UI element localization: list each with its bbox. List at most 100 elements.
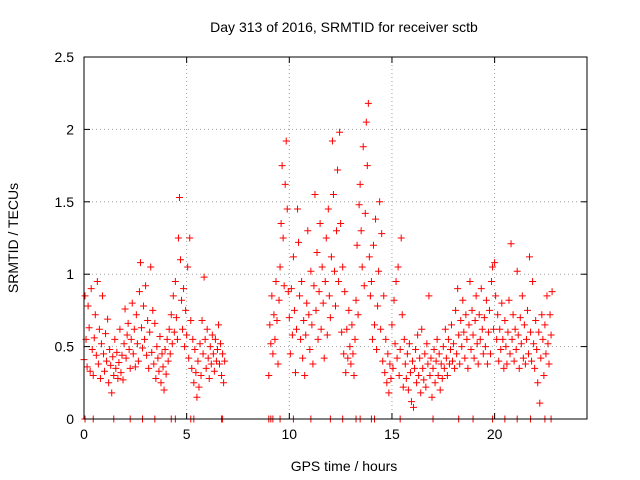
data-point	[418, 325, 426, 333]
data-point	[465, 321, 473, 329]
x-tick-label: 5	[183, 426, 191, 442]
data-point	[406, 369, 414, 377]
data-point	[356, 180, 364, 188]
data-point	[382, 335, 390, 343]
data-point	[532, 317, 540, 325]
data-point	[193, 393, 201, 401]
data-point	[278, 162, 286, 170]
x-tick-label: 10	[282, 426, 298, 442]
data-point	[508, 335, 516, 343]
axis-ticks	[83, 56, 587, 420]
data-point	[103, 357, 111, 365]
data-point	[346, 343, 354, 351]
data-point	[504, 328, 512, 336]
data-point	[518, 292, 526, 300]
data-point	[519, 354, 527, 362]
data-point	[282, 137, 290, 145]
data-point	[466, 277, 474, 285]
data-point	[202, 364, 210, 372]
data-point	[122, 354, 130, 362]
data-point	[94, 360, 102, 368]
data-point	[300, 317, 308, 325]
data-point	[512, 345, 520, 353]
data-point	[462, 311, 470, 319]
data-point	[433, 335, 441, 343]
data-point	[546, 311, 554, 319]
data-point	[402, 374, 410, 382]
data-point	[342, 369, 350, 377]
data-point	[432, 357, 440, 365]
data-point	[180, 285, 188, 293]
data-point	[456, 360, 464, 368]
data-point	[174, 234, 182, 242]
data-point	[85, 324, 93, 332]
data-point	[133, 340, 141, 348]
data-point	[179, 325, 187, 333]
data-point	[497, 345, 505, 353]
data-point	[387, 374, 395, 382]
data-point	[367, 277, 375, 285]
data-point	[319, 299, 327, 307]
data-point	[182, 306, 190, 314]
data-point	[355, 201, 363, 209]
data-point	[386, 360, 394, 368]
data-point	[388, 321, 396, 329]
data-point	[469, 331, 477, 339]
data-point	[362, 118, 370, 126]
data-point	[318, 263, 326, 271]
data-point	[275, 296, 283, 304]
data-point	[161, 345, 169, 353]
data-point	[159, 363, 167, 371]
data-point	[480, 314, 488, 322]
data-point	[186, 234, 194, 242]
data-point	[172, 314, 180, 322]
data-point	[175, 193, 183, 201]
data-point	[329, 191, 337, 199]
data-point	[414, 331, 422, 339]
data-point	[520, 321, 528, 329]
data-point	[190, 379, 198, 387]
data-point	[394, 263, 402, 271]
data-point	[214, 321, 222, 329]
data-point	[493, 335, 501, 343]
data-point	[438, 374, 446, 382]
data-point	[477, 285, 485, 293]
data-point	[379, 357, 387, 365]
data-point	[345, 306, 353, 314]
data-point	[144, 317, 152, 325]
data-point	[350, 372, 358, 380]
data-point	[533, 345, 541, 353]
grid-lines	[84, 57, 587, 419]
data-point	[192, 369, 200, 377]
data-point	[298, 277, 306, 285]
data-point	[98, 292, 106, 300]
data-point	[436, 386, 444, 394]
data-point	[323, 331, 331, 339]
data-point	[395, 372, 403, 380]
data-point	[491, 259, 499, 267]
data-point	[517, 340, 525, 348]
data-point	[196, 340, 204, 348]
data-point	[540, 372, 548, 380]
data-point	[171, 277, 179, 285]
data-point	[459, 296, 467, 304]
data-point	[396, 345, 404, 353]
data-point	[488, 277, 496, 285]
data-point	[542, 350, 550, 358]
data-point	[369, 241, 377, 249]
data-point	[393, 354, 401, 362]
data-point	[470, 354, 478, 362]
data-point	[321, 277, 329, 285]
data-point	[453, 350, 461, 358]
data-point	[399, 383, 407, 391]
data-point	[458, 343, 466, 351]
data-point	[100, 350, 108, 358]
x-tick-label: 15	[384, 426, 400, 442]
data-point	[547, 331, 555, 339]
data-point	[142, 282, 150, 290]
data-point	[207, 360, 215, 368]
data-point	[322, 234, 330, 242]
data-point	[363, 162, 371, 170]
data-point	[328, 137, 336, 145]
data-point	[167, 311, 175, 319]
